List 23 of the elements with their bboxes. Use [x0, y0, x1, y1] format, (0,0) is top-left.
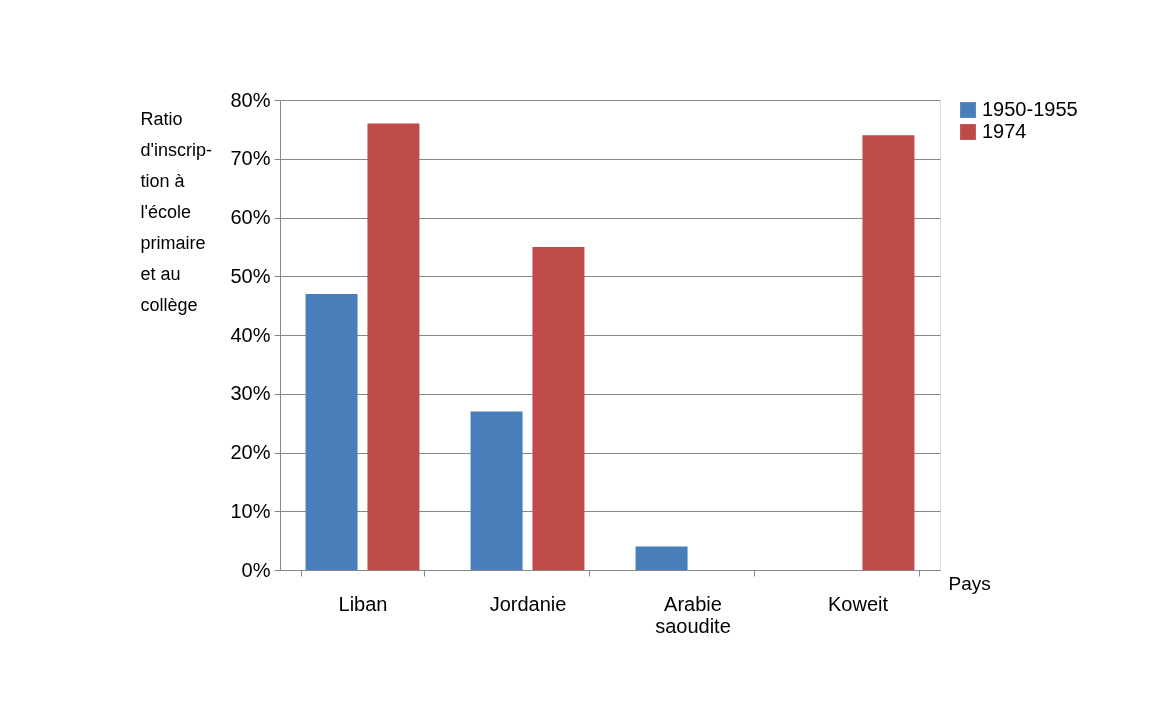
- bar: [635, 546, 688, 570]
- x-tick-label: Arabie saoudite: [655, 592, 731, 637]
- y-tick-label: 60%: [230, 206, 271, 228]
- y-tick-label: 0%: [241, 558, 271, 581]
- bar: [532, 246, 585, 570]
- y-tick-label: 70%: [230, 147, 271, 170]
- bar: [862, 135, 915, 570]
- y-tick-label: 50%: [230, 264, 271, 287]
- x-tick-label: Jordanie: [489, 592, 567, 615]
- bar: [367, 123, 420, 570]
- y-tick-label: 10%: [230, 499, 271, 522]
- y-tick-label: 30%: [230, 382, 271, 405]
- legend-label: 1950-1955: [982, 98, 1078, 120]
- bar: [305, 293, 358, 570]
- y-tick-label: 20%: [230, 441, 271, 463]
- y-tick-label: 80%: [230, 88, 271, 111]
- x-axis-title: Pays: [948, 572, 991, 594]
- y-tick-label: 40%: [230, 323, 271, 346]
- x-tick-label: Koweit: [827, 592, 889, 615]
- y-axis-title: Ratio d'inscrip- tion à l'école primaire et au collège: [140, 108, 212, 315]
- bar: [470, 411, 523, 570]
- x-tick-label: Liban: [338, 592, 388, 615]
- legend-label: 1974: [982, 120, 1027, 142]
